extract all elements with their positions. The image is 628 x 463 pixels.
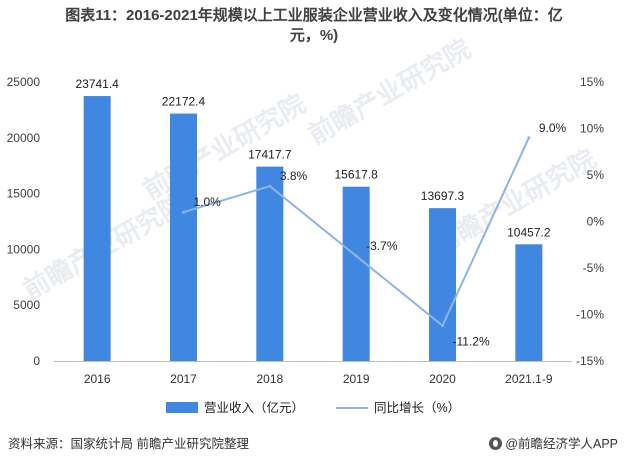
chart-title-line-1: 图表11：2016-2021年规模以上工业服装企业营业收入及变化情况(单位：亿 <box>65 7 563 24</box>
y-left-tick-label: 25000 <box>7 75 41 89</box>
bar-2021.1-9 <box>515 244 543 361</box>
y-right-tick-label: -5% <box>583 261 605 275</box>
watermark-1: 前瞻产业研究院 <box>303 33 476 150</box>
growth-point-2018 <box>268 184 272 188</box>
bar-value-label: 15617.8 <box>334 168 378 182</box>
chart-title: 图表11：2016-2021年规模以上工业服装企业营业收入及变化情况(单位：亿 … <box>8 6 620 46</box>
bar-2017 <box>170 113 197 361</box>
growth-point-2017 <box>182 210 185 214</box>
bar-2018 <box>256 166 284 361</box>
source-note: 资料来源：国家统计局 前瞻产业研究院整理 <box>8 437 249 451</box>
brand-logo-icon <box>489 437 503 450</box>
bar-2016 <box>83 96 111 362</box>
legend-line-label: 同比增长（%） <box>374 400 460 415</box>
y-right-tick-label: 10% <box>580 122 604 136</box>
growth-value-label: 3.8% <box>280 169 308 183</box>
y-right-tick-label: -15% <box>576 354 604 368</box>
y-right-tick-label: 5% <box>587 168 605 182</box>
y-right-tick-label: -10% <box>576 308 604 322</box>
brand-text: @前瞻经济学人APP <box>505 437 618 451</box>
bar-2020 <box>429 208 456 361</box>
x-tick-label: 2021.1-9 <box>505 372 553 386</box>
growth-value-label: 1.0% <box>194 195 222 209</box>
x-tick-label: 2016 <box>84 372 111 386</box>
bar-value-label: 17417.7 <box>248 148 292 162</box>
x-tick-label: 2017 <box>170 372 197 386</box>
bar-value-label: 22172.4 <box>162 95 206 109</box>
x-tick-label: 2018 <box>256 372 283 386</box>
chart-title-line-2: 元，%) <box>289 27 339 44</box>
bar-value-label: 10457.2 <box>507 225 551 239</box>
legend-bar-label: 营业收入（亿元） <box>204 400 304 415</box>
x-tick-label: 2019 <box>343 372 370 386</box>
growth-point-2021.1-9 <box>527 136 531 140</box>
growth-value-label: 9.0% <box>539 121 567 135</box>
growth-point-2019 <box>354 254 358 258</box>
bar-value-label: 13697.3 <box>421 189 465 203</box>
y-left-tick-label: 15000 <box>7 187 41 201</box>
y-left-tick-label: 0 <box>33 354 40 368</box>
y-left-tick-label: 5000 <box>13 298 40 312</box>
legend-bar-swatch <box>166 402 198 413</box>
y-right-tick-label: 0% <box>587 215 605 229</box>
brand-credit: @前瞻经济学人APP <box>489 433 618 452</box>
y-right-tick-label: 15% <box>580 75 604 89</box>
x-tick-label: 2020 <box>429 372 456 386</box>
y-left-tick-label: 10000 <box>7 242 41 256</box>
growth-point-2020 <box>441 324 444 328</box>
y-left-tick-label: 20000 <box>7 131 41 145</box>
growth-value-label: -3.7% <box>366 239 398 253</box>
bar-value-label: 23741.4 <box>75 77 119 91</box>
bar-2019 <box>342 186 370 361</box>
growth-value-label: -11.2% <box>453 335 490 349</box>
